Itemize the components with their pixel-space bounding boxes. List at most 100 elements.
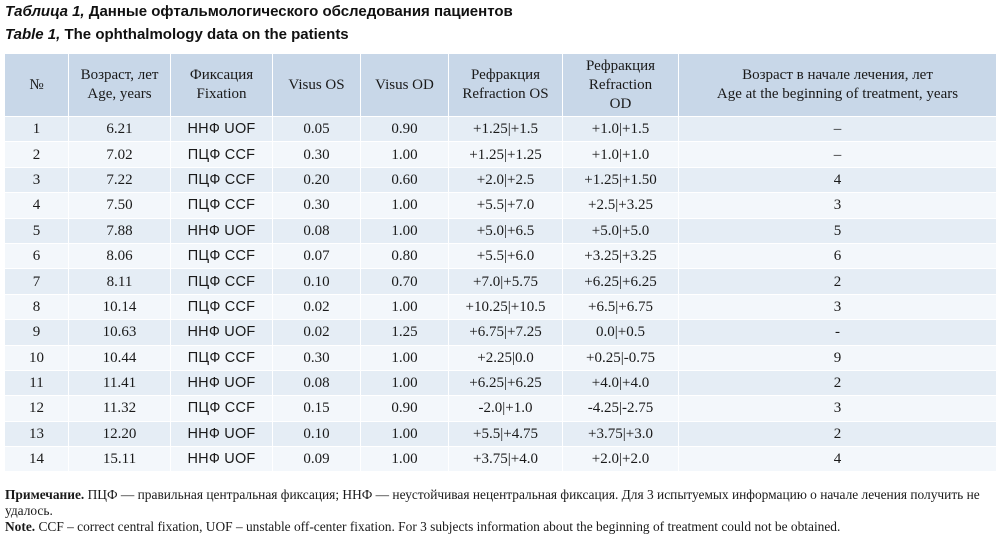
column-header-line: Visus OD — [375, 76, 434, 93]
table-cell: +2.0|+2.5 — [448, 166, 563, 194]
caption-en-lead: Table 1, — [5, 26, 61, 43]
table-cell: +1.25|+1.25 — [448, 141, 563, 168]
note-en-label: Note. — [5, 519, 36, 534]
table-cell: +3.75|+3.0 — [562, 420, 679, 448]
table-row: 8 10.14 ПЦФ CCF 0.02 1.00 +10.25|+10.5 +6.5|+6… — [4, 293, 997, 321]
table-cell: 8 — [4, 293, 69, 321]
column-header-line: Refraction — [588, 76, 653, 93]
table-cell: 13 — [4, 420, 69, 448]
table-cell: 12 — [4, 395, 69, 422]
table-cell: 3 — [4, 166, 69, 194]
table-cell: +5.5|+6.0 — [448, 242, 563, 270]
table-cell: 1.25 — [360, 319, 449, 346]
table-row: 13 12.20 ННФ UOF 0.10 1.00 +5.5|+4.75 +3.75|+3… — [4, 420, 997, 448]
table-header-row: № Возраст, лет Age, years Фиксация Fixation V… — [4, 53, 997, 117]
table-cell: 0.70 — [360, 268, 449, 295]
table-cell: 0.10 — [272, 420, 361, 448]
caption-ru-text: Данные офтальмологического обследования … — [84, 3, 513, 20]
note-en: Note. CCF – correct central fixation, UO… — [5, 519, 840, 535]
table-cell: 1.00 — [360, 217, 449, 244]
table-cell: ННФ UOF — [170, 420, 273, 448]
table-row: 10 10.44 ПЦФ CCF 0.30 1.00 +2.25|0.0 +0.25|-0.… — [4, 344, 997, 371]
column-header: Рефракция Refraction OD — [562, 53, 679, 117]
note-ru: Примечание. ПЦФ — правильная центральная… — [5, 487, 995, 519]
table-cell: 0.10 — [272, 268, 361, 295]
table-cell: 6 — [678, 242, 997, 270]
table-cell: 2 — [678, 369, 997, 397]
column-header-line: Refraction OS — [462, 86, 549, 102]
table-cell: 10.44 — [68, 344, 171, 371]
column-header-line: № — [29, 76, 44, 93]
table-cell: 0.05 — [272, 115, 361, 143]
table-cell: 0.30 — [272, 141, 361, 168]
column-header-line: Возраст в начале лечения, лет — [742, 67, 933, 83]
table-cell: 11 — [4, 369, 69, 397]
table-cell: 10.14 — [68, 293, 171, 321]
table-cell: +6.75|+7.25 — [448, 319, 563, 346]
column-header: Фиксация Fixation — [170, 53, 273, 117]
table-cell: +4.0|+4.0 — [562, 369, 679, 397]
table-cell: 4 — [678, 166, 997, 194]
table-cell: +7.0|+5.75 — [448, 268, 563, 295]
caption-ru-lead: Таблица 1, — [5, 3, 85, 20]
table-cell: 0.02 — [272, 319, 361, 346]
column-header-line: OD — [609, 95, 632, 112]
column-header-line: Fixation — [196, 86, 247, 102]
table-cell: 0.08 — [272, 217, 361, 244]
note-en-text: CCF – correct central fixation, UOF – un… — [35, 519, 841, 534]
table-row: 12 11.32 ПЦФ CCF 0.15 0.90 -2.0|+1.0 -4.25|-2.… — [4, 395, 997, 422]
table-cell: 2 — [4, 141, 69, 168]
table-cell: 5 — [4, 217, 69, 244]
table-row: 7 8.11 ПЦФ CCF 0.10 0.70 +7.0|+5.75 +6.25|+6.2… — [4, 268, 997, 295]
column-header-line: Рефракция — [585, 57, 656, 74]
table-cell: +6.25|+6.25 — [562, 268, 679, 295]
table-cell: – — [678, 115, 997, 143]
table-cell: – — [678, 141, 997, 168]
table-cell: ПЦФ CCF — [170, 192, 273, 219]
table-cell: 7 — [4, 268, 69, 295]
column-header: № — [4, 53, 69, 117]
table-row: 3 7.22 ПЦФ CCF 0.20 0.60 +2.0|+2.5 +1.25|+1.50… — [4, 166, 997, 194]
table-cell: 0.80 — [360, 242, 449, 270]
column-header-line: Visus OS — [288, 76, 345, 93]
column-header: Visus OD — [360, 53, 449, 117]
table-cell: ПЦФ CCF — [170, 293, 273, 321]
table-cell: 0.15 — [272, 395, 361, 422]
table-cell: 0.07 — [272, 242, 361, 270]
table-cell: +0.25|-0.75 — [562, 344, 679, 371]
table-cell: 9 — [4, 319, 69, 346]
table-row: 6 8.06 ПЦФ CCF 0.07 0.80 +5.5|+6.0 +3.25|+3.25… — [4, 242, 997, 270]
table-caption-en: Table 1, The ophthalmology data on the p… — [5, 26, 349, 43]
table-cell: 14 — [4, 446, 69, 473]
column-header-line: Возраст, лет — [80, 67, 159, 83]
column-header-line: Фиксация — [189, 67, 254, 83]
table-cell: 0.08 — [272, 369, 361, 397]
table-cell: +5.0|+6.5 — [448, 217, 563, 244]
column-header: Возраст в начале лечения, лет Age at the … — [678, 53, 997, 117]
table-cell: ННФ UOF — [170, 446, 273, 473]
table-row: 2 7.02 ПЦФ CCF 0.30 1.00 +1.25|+1.25 +1.0|+1.0… — [4, 141, 997, 168]
table-cell: 7.88 — [68, 217, 171, 244]
table-cell: +2.25|0.0 — [448, 344, 563, 371]
table-body: 1 6.21 ННФ UOF 0.05 0.90 +1.25|+1.5 +1.0|+1.5–… — [4, 115, 997, 473]
table-cell: 0.90 — [360, 395, 449, 422]
column-header: Рефракция Refraction OS — [448, 53, 563, 117]
table-cell: 4 — [4, 192, 69, 219]
table-cell: 1.00 — [360, 344, 449, 371]
table-cell: 1.00 — [360, 192, 449, 219]
table-cell: 0.60 — [360, 166, 449, 194]
table-cell: +6.25|+6.25 — [448, 369, 563, 397]
table-row: 11 11.41 ННФ UOF 0.08 1.00 +6.25|+6.25 +4.0|+4… — [4, 369, 997, 397]
table-cell: +5.0|+5.0 — [562, 217, 679, 244]
table-cell: 6.21 — [68, 115, 171, 143]
table-cell: 11.32 — [68, 395, 171, 422]
table-cell: +3.75|+4.0 — [448, 446, 563, 473]
table-cell: 1.00 — [360, 420, 449, 448]
table-cell: 3 — [678, 192, 997, 219]
table-cell: +1.0|+1.0 — [562, 141, 679, 168]
table-cell: 1.00 — [360, 141, 449, 168]
table-row: 14 15.11 ННФ UOF 0.09 1.00 +3.75|+4.0 +2.0|+2.… — [4, 446, 997, 473]
table-cell: +1.0|+1.5 — [562, 115, 679, 143]
table-cell: -2.0|+1.0 — [448, 395, 563, 422]
column-header-line: Age at the beginning of treatment, years — [716, 86, 959, 102]
